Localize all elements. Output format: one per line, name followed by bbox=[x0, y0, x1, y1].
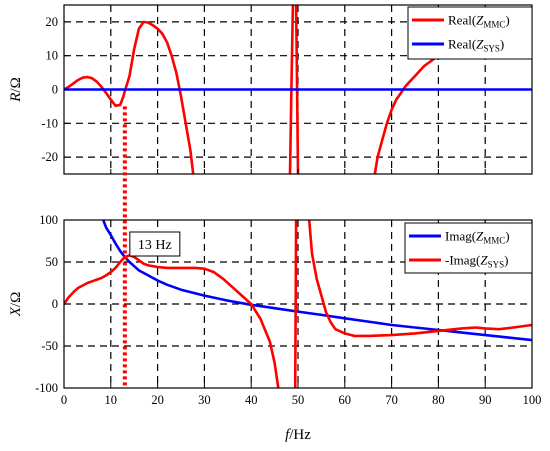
top-plot: -20 -10 0 10 20 R/Ω Real(ZMMC) Real(ZSYS) bbox=[8, 4, 533, 175]
bottom-x-tick-label: 50 bbox=[292, 393, 305, 407]
top-legend: Real(ZMMC) Real(ZSYS) bbox=[407, 6, 533, 60]
bottom-legend-box bbox=[404, 222, 533, 274]
top-series-0-line-0 bbox=[64, 20, 195, 174]
bottom-y-axis-title: X/Ω bbox=[8, 292, 24, 318]
bottom-series-1-line-2 bbox=[307, 220, 532, 338]
bottom-x-tick-label: 80 bbox=[432, 393, 445, 407]
bottom-y-tick-label: 0 bbox=[52, 297, 58, 311]
top-y-tick-label: 10 bbox=[46, 49, 59, 63]
bottom-series-group bbox=[64, 220, 532, 388]
top-y-tick-label: 0 bbox=[52, 83, 58, 97]
bottom-annotation: 13 Hz bbox=[129, 231, 181, 257]
bottom-x-tick-label: 60 bbox=[339, 393, 352, 407]
bottom-x-tick-label: 0 bbox=[61, 393, 67, 407]
bottom-series-1-line-0 bbox=[64, 254, 280, 388]
annotation-box bbox=[129, 231, 181, 257]
bottom-plot: 0 10 20 30 40 50 60 70 80 90 100 -100 -50 0 50 100 X/Ω f/… bbox=[8, 213, 541, 443]
bottom-x-axis-title: f/Hz bbox=[285, 427, 311, 443]
top-y-tick-label: -10 bbox=[41, 116, 58, 130]
bottom-y-tick-label: 100 bbox=[39, 213, 58, 227]
bottom-series-0-line-0 bbox=[102, 220, 532, 342]
bottom-legend-entry-0: Imag(ZMMC) bbox=[445, 229, 510, 246]
bottom-x-tick-label: 70 bbox=[385, 393, 398, 407]
bottom-y-tick-label: -50 bbox=[41, 339, 58, 353]
top-y-tick-label: -20 bbox=[41, 150, 58, 164]
bottom-x-tick-label: 10 bbox=[105, 393, 118, 407]
bottom-x-tick-label: 100 bbox=[523, 393, 542, 407]
top-legend-box bbox=[407, 6, 533, 60]
top-y-axis-title: R/Ω bbox=[8, 77, 24, 103]
bottom-x-tick-label: 20 bbox=[151, 393, 164, 407]
bottom-series-1-line-1 bbox=[293, 220, 298, 388]
bottom-x-tick-label: 30 bbox=[198, 393, 211, 407]
bottom-x-tick-label: 40 bbox=[245, 393, 258, 407]
bottom-legend-entry-1: -Imag(ZSYS) bbox=[445, 253, 508, 270]
top-legend-entry-0: Real(ZMMC) bbox=[448, 13, 510, 30]
top-y-tick-label: 20 bbox=[46, 15, 59, 29]
top-legend-entry-1: Real(ZSYS) bbox=[448, 37, 504, 54]
bottom-legend: Imag(ZMMC) -Imag(ZSYS) bbox=[404, 222, 533, 274]
bottom-y-tick-label: 50 bbox=[46, 255, 59, 269]
annotation-label: 13 Hz bbox=[138, 238, 172, 253]
bottom-x-tick-label: 90 bbox=[479, 393, 492, 407]
bottom-y-tick-label: -100 bbox=[35, 381, 58, 395]
top-series-group bbox=[64, 5, 532, 174]
top-series-0-line-3 bbox=[373, 51, 445, 174]
